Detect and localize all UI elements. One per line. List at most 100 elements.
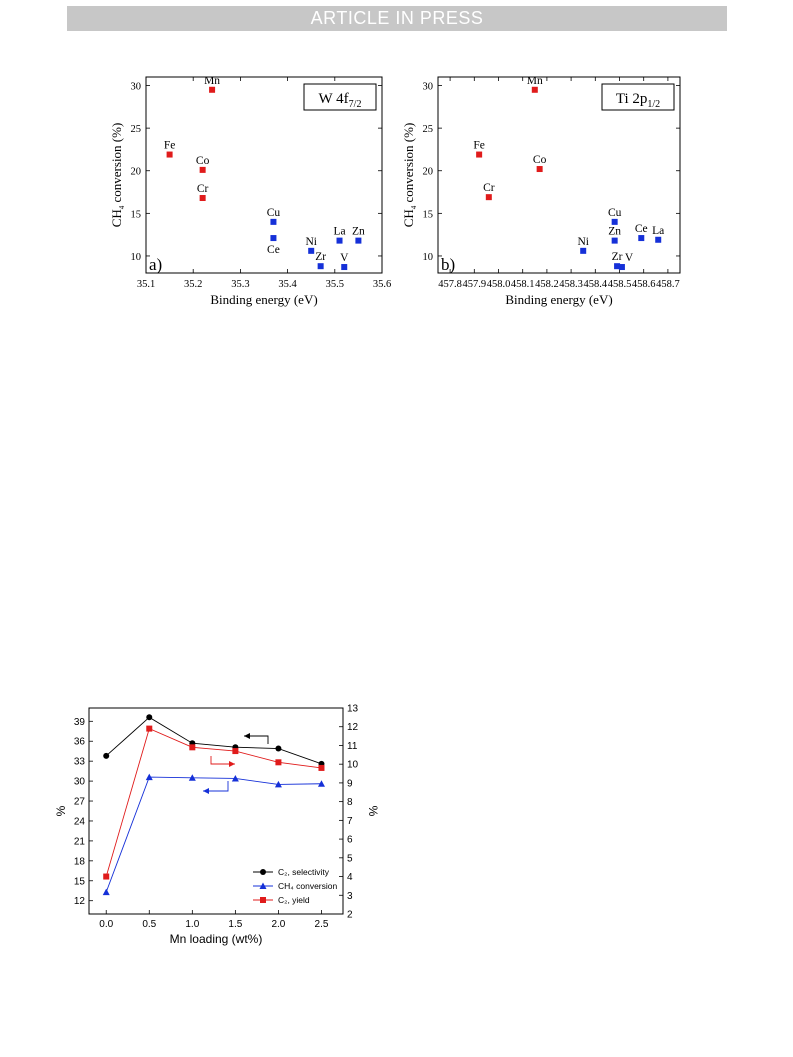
- right-y-tick-label: 10: [347, 760, 359, 771]
- right-y-tick-label: 3: [347, 891, 353, 902]
- point-label: Mn: [204, 75, 220, 87]
- x-tick-label: 35.5: [326, 279, 344, 290]
- axis-indicator-arrow: [244, 735, 269, 744]
- plot-frame: [88, 707, 344, 915]
- data-point: [341, 264, 348, 271]
- series-marker: [260, 897, 266, 903]
- data-point: [618, 264, 625, 271]
- x-tick-label: 457.9: [462, 279, 486, 290]
- y-tick-label: 15: [131, 209, 142, 220]
- y-tick-label: 25: [131, 124, 142, 135]
- data-point: [476, 151, 483, 158]
- panel-title: W 4f7/2: [319, 91, 362, 110]
- left-y-tick-label: 24: [74, 816, 86, 827]
- y-tick-label: 20: [131, 167, 142, 178]
- series-marker: [189, 744, 196, 751]
- series-marker: [102, 888, 110, 896]
- axis-indicator-arrow: [203, 781, 229, 792]
- arrow-head: [229, 761, 235, 767]
- data-point: [355, 237, 362, 244]
- left-y-tick-label: 18: [74, 856, 86, 867]
- right-y-axis-label: %: [366, 806, 380, 817]
- data-point: [270, 218, 277, 225]
- arrow-head: [244, 733, 250, 739]
- left-y-tick-label: 33: [74, 757, 86, 768]
- data-point: [308, 247, 315, 254]
- point-label: Fe: [164, 140, 176, 152]
- data-point: [614, 263, 621, 270]
- x-tick-label: 35.4: [278, 279, 297, 290]
- series-marker: [146, 714, 153, 721]
- y-tick-label: 10: [423, 252, 434, 263]
- right-y-tick-label: 12: [347, 722, 359, 733]
- plot-frame: [145, 76, 383, 274]
- point-label: Mn: [527, 75, 543, 87]
- right-y-tick-label: 5: [347, 853, 353, 864]
- data-point: [580, 247, 587, 254]
- data-point: [336, 237, 343, 244]
- point-label: La: [652, 225, 664, 237]
- series-marker: [259, 882, 267, 889]
- right-y-tick-label: 11: [347, 741, 358, 752]
- data-point: [166, 151, 173, 158]
- y-tick-label: 25: [423, 124, 434, 135]
- series-marker: [275, 745, 282, 752]
- data-point: [485, 194, 492, 201]
- series-marker: [317, 780, 325, 787]
- x-tick-label: 35.6: [373, 279, 391, 290]
- x-tick-label: 458.4: [583, 279, 607, 290]
- x-tick-label: 458.5: [608, 279, 632, 290]
- point-label: Zn: [608, 226, 621, 238]
- y-tick-label: 30: [423, 82, 434, 93]
- panel-title-box: [303, 83, 377, 111]
- left-y-tick-label: 21: [74, 836, 86, 847]
- point-label: Ce: [635, 223, 648, 235]
- legend-entry: C₂, yield: [278, 895, 310, 905]
- series-line: [105, 776, 322, 893]
- x-tick-label: 2.5: [315, 919, 329, 930]
- point-label: Ce: [267, 244, 280, 256]
- x-tick-label: 2.0: [271, 919, 285, 930]
- series-marker: [231, 774, 239, 782]
- scatter-panel-b: 457.8 457.9 458.0 458.1 458.2 458.3 458.4 458.5…: [401, 75, 681, 307]
- x-axis-label: Mn loading (wt%): [170, 932, 263, 946]
- right-y-tick-label: 2: [347, 910, 353, 921]
- left-y-tick-label: 39: [74, 717, 86, 728]
- y-axis-label: CH4 conversion (%): [109, 123, 126, 228]
- x-tick-label: 1.5: [228, 919, 242, 930]
- y-tick-label: 30: [131, 82, 142, 93]
- series-line: [105, 727, 322, 877]
- data-point: [611, 218, 618, 225]
- point-label: Cu: [267, 207, 281, 219]
- x-tick-label: 458.0: [487, 279, 511, 290]
- data-point: [199, 195, 206, 202]
- x-axis-label: Binding energy (eV): [210, 292, 317, 307]
- axis-indicator-arrow: [210, 756, 235, 765]
- point-label: Co: [533, 154, 547, 166]
- y-tick-label: 20: [423, 167, 434, 178]
- data-point: [199, 166, 206, 173]
- data-point: [655, 236, 662, 243]
- point-label: Cr: [483, 182, 495, 194]
- point-label: Ni: [305, 236, 317, 248]
- y-axis-label: CH4 conversion (%): [401, 123, 418, 228]
- series-marker: [103, 873, 110, 880]
- series-marker: [275, 759, 282, 766]
- series-marker: [260, 869, 266, 875]
- left-y-tick-label: 27: [74, 797, 86, 808]
- left-y-tick-label: 30: [74, 777, 86, 788]
- panel-label: b): [441, 255, 455, 274]
- data-point: [611, 237, 618, 244]
- point-label: Cu: [608, 207, 622, 219]
- x-tick-label: 1.0: [185, 919, 199, 930]
- y-tick-label: 10: [131, 252, 142, 263]
- point-label: V: [625, 252, 634, 264]
- right-y-tick-label: 6: [347, 835, 353, 846]
- data-point: [638, 235, 645, 242]
- x-tick-label: 458.1: [511, 279, 535, 290]
- point-label: La: [333, 226, 345, 238]
- series-marker: [146, 725, 153, 732]
- data-point: [317, 263, 324, 270]
- series-marker: [274, 780, 282, 788]
- point-label: Cr: [197, 183, 209, 195]
